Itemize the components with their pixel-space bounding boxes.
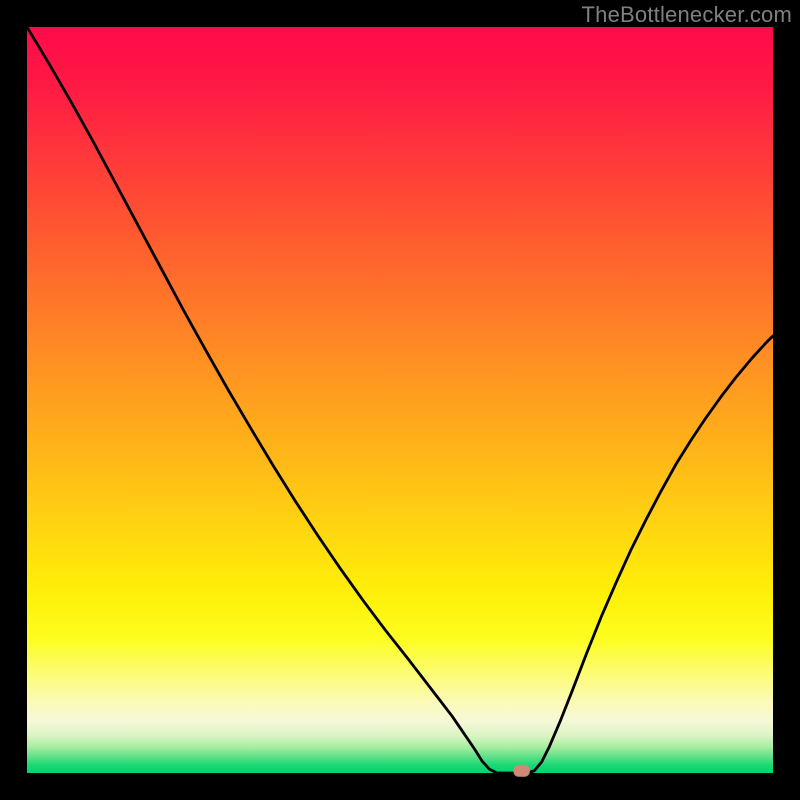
- optimal-marker: [513, 765, 529, 777]
- chart-svg: [0, 0, 800, 800]
- plot-background: [27, 27, 773, 773]
- chart-canvas: TheBottlenecker.com: [0, 0, 800, 800]
